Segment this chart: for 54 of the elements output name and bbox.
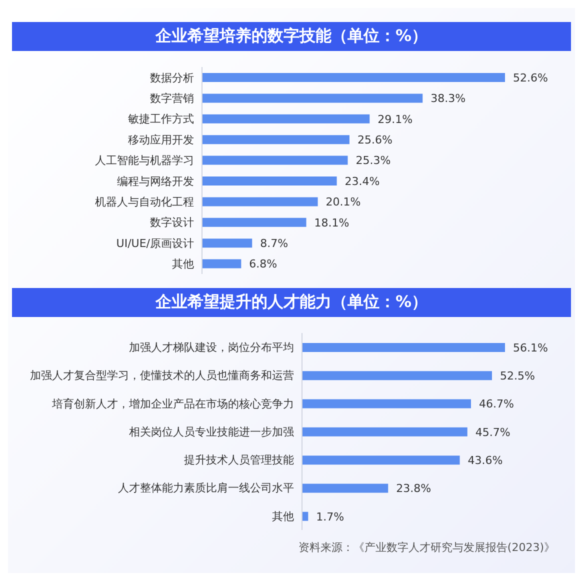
y-tick-label: 其他 [172, 258, 194, 271]
data-label: 23.4% [344, 174, 380, 188]
data-label: 45.7% [475, 426, 510, 439]
bar [202, 259, 242, 268]
text: 资料来源：《产业数字人才研究与发展报告(2023)》 [297, 540, 556, 555]
bar [202, 197, 318, 206]
bar [202, 156, 348, 165]
bar [202, 73, 505, 82]
bar [302, 427, 468, 436]
bar [302, 456, 460, 465]
data-label: 29.1% [378, 112, 413, 126]
y-tick-label: UI/UE/原画设计 [116, 236, 194, 250]
data-label: 8.7% [260, 237, 288, 250]
data-label: 18.1% [314, 216, 350, 230]
bar [302, 484, 388, 493]
data-label: 52.6% [513, 71, 548, 84]
data-label: 25.6% [357, 134, 392, 147]
y-tick-label: 机器人与自动化工程 [95, 195, 194, 208]
data-label: 38.3% [430, 92, 466, 106]
y-tick-label: 移动应用开发 [128, 133, 194, 146]
y-tick-label: 人才整体能力素质比肩一线公司水平 [118, 482, 294, 495]
y-tick-label: 加强人才复合型学习，使懂技术的人员也懂商务和运营 [30, 369, 294, 382]
bar [202, 114, 370, 124]
data-label: 46.7% [478, 398, 514, 411]
bar [202, 135, 350, 144]
data-label: 20.1% [326, 196, 361, 209]
bar [302, 343, 505, 352]
y-tick-label: 其他 [272, 510, 294, 523]
y-tick-label: 加强人才梯队建设，岗位分布平均 [129, 340, 294, 354]
bar [302, 512, 308, 521]
y-tick-label: 人工智能与机器学习 [95, 154, 194, 168]
y-tick-label: 提升技术人员管理技能 [184, 454, 294, 467]
bar [202, 238, 252, 248]
y-tick-label: 数据分析 [150, 71, 194, 84]
y-tick-label: 数字设计 [150, 216, 194, 230]
data-label: 52.5% [500, 370, 535, 383]
bar [202, 218, 306, 227]
y-tick-label: 相关岗位人员专业技能进一步加强 [129, 425, 294, 438]
data-label: 6.8% [249, 258, 278, 271]
data-label: 23.8% [396, 482, 432, 496]
chart-title: 企业希望提升的人才能力（单位：%） [12, 288, 571, 317]
bar [202, 94, 423, 103]
data-label: 1.7% [316, 510, 344, 524]
y-tick-label: 数字营销 [150, 92, 194, 105]
data-label: 56.1% [513, 341, 548, 354]
data-label: 25.3% [356, 154, 391, 168]
y-tick-label: 培育创新人才，增加企业产品在市场的核心竞争力 [51, 397, 294, 410]
y-tick-label: 编程与网络开发 [117, 174, 194, 188]
bar [302, 399, 471, 408]
data-label: 43.6% [468, 454, 503, 467]
bar [302, 371, 492, 380]
bar [202, 176, 337, 186]
y-tick-label: 敏捷工作方式 [128, 112, 194, 126]
chart-title: 企业希望培养的数字技能（单位：%） [12, 22, 571, 51]
